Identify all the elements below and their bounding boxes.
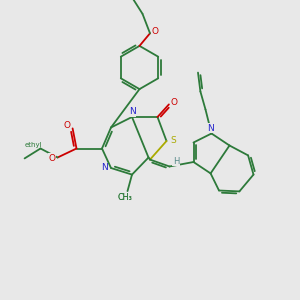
Text: N: N xyxy=(101,164,108,172)
Text: N: N xyxy=(207,124,214,133)
Text: O: O xyxy=(152,27,159,36)
Text: ethyl: ethyl xyxy=(24,142,42,148)
Text: N: N xyxy=(129,107,136,116)
Text: O: O xyxy=(49,154,56,163)
Text: S: S xyxy=(170,136,176,145)
Text: H: H xyxy=(173,157,179,166)
Text: CH₃: CH₃ xyxy=(117,193,132,202)
Text: CH₃: CH₃ xyxy=(117,193,132,202)
Text: O: O xyxy=(170,98,178,107)
Text: O: O xyxy=(64,121,71,130)
